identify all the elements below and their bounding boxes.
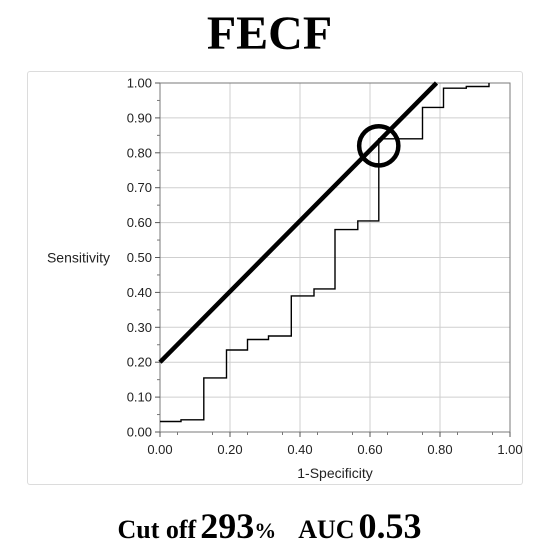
x-tick-label: 0.80 [427, 442, 452, 457]
y-tick-label: 0.70 [127, 180, 152, 195]
y-axis-label: Sensitivity [47, 250, 110, 266]
x-axis-label: 1-Specificity [297, 465, 372, 481]
x-tick-label: 0.00 [147, 442, 172, 457]
roc-chart: 0.00 0.20 0.40 0.60 0.80 1.00 0.00 0.10 0.20 0.3… [47, 76, 522, 482]
y-tick-label: 0.40 [127, 285, 152, 300]
auc-label: AUC [298, 515, 355, 544]
x-tick-labels: 0.00 0.20 0.40 0.60 0.80 1.00 [147, 442, 522, 457]
cutoff-marker-circle [356, 123, 401, 168]
y-tick-label: 1.00 [127, 76, 152, 91]
cutoff-unit: % [254, 518, 277, 543]
roc-curve [160, 83, 490, 423]
y-tick-label: 0.90 [127, 110, 152, 125]
auc-value: 0.53 [358, 506, 422, 546]
y-tick-label: 0.30 [127, 320, 152, 335]
x-tick-label: 1.00 [497, 442, 522, 457]
x-tick-label: 0.40 [287, 442, 312, 457]
y-tick-label: 0.10 [127, 390, 152, 405]
cutoff-label: Cut off [117, 515, 197, 544]
y-tick-label: 0.80 [127, 145, 152, 160]
y-tick-labels: 0.00 0.10 0.20 0.30 0.40 0.50 0.60 0.70 0.80 0.90… [127, 76, 152, 440]
roc-chart-panel: 0.00 0.20 0.40 0.60 0.80 1.00 0.00 0.10 0.20 0.3… [28, 72, 522, 484]
y-tick-label: 0.20 [127, 355, 152, 370]
y-tick-label: 0.00 [127, 425, 152, 440]
y-tick-label: 0.50 [127, 250, 152, 265]
y-tick-label: 0.60 [127, 215, 152, 230]
cutoff-value: 293 [200, 506, 255, 546]
x-tick-label: 0.60 [357, 442, 382, 457]
chart-title: FECF [206, 7, 333, 60]
tick-marks [155, 82, 511, 437]
x-tick-label: 0.20 [217, 442, 242, 457]
footer-summary: Cut off 293% AUC 0.53 [0, 505, 539, 547]
